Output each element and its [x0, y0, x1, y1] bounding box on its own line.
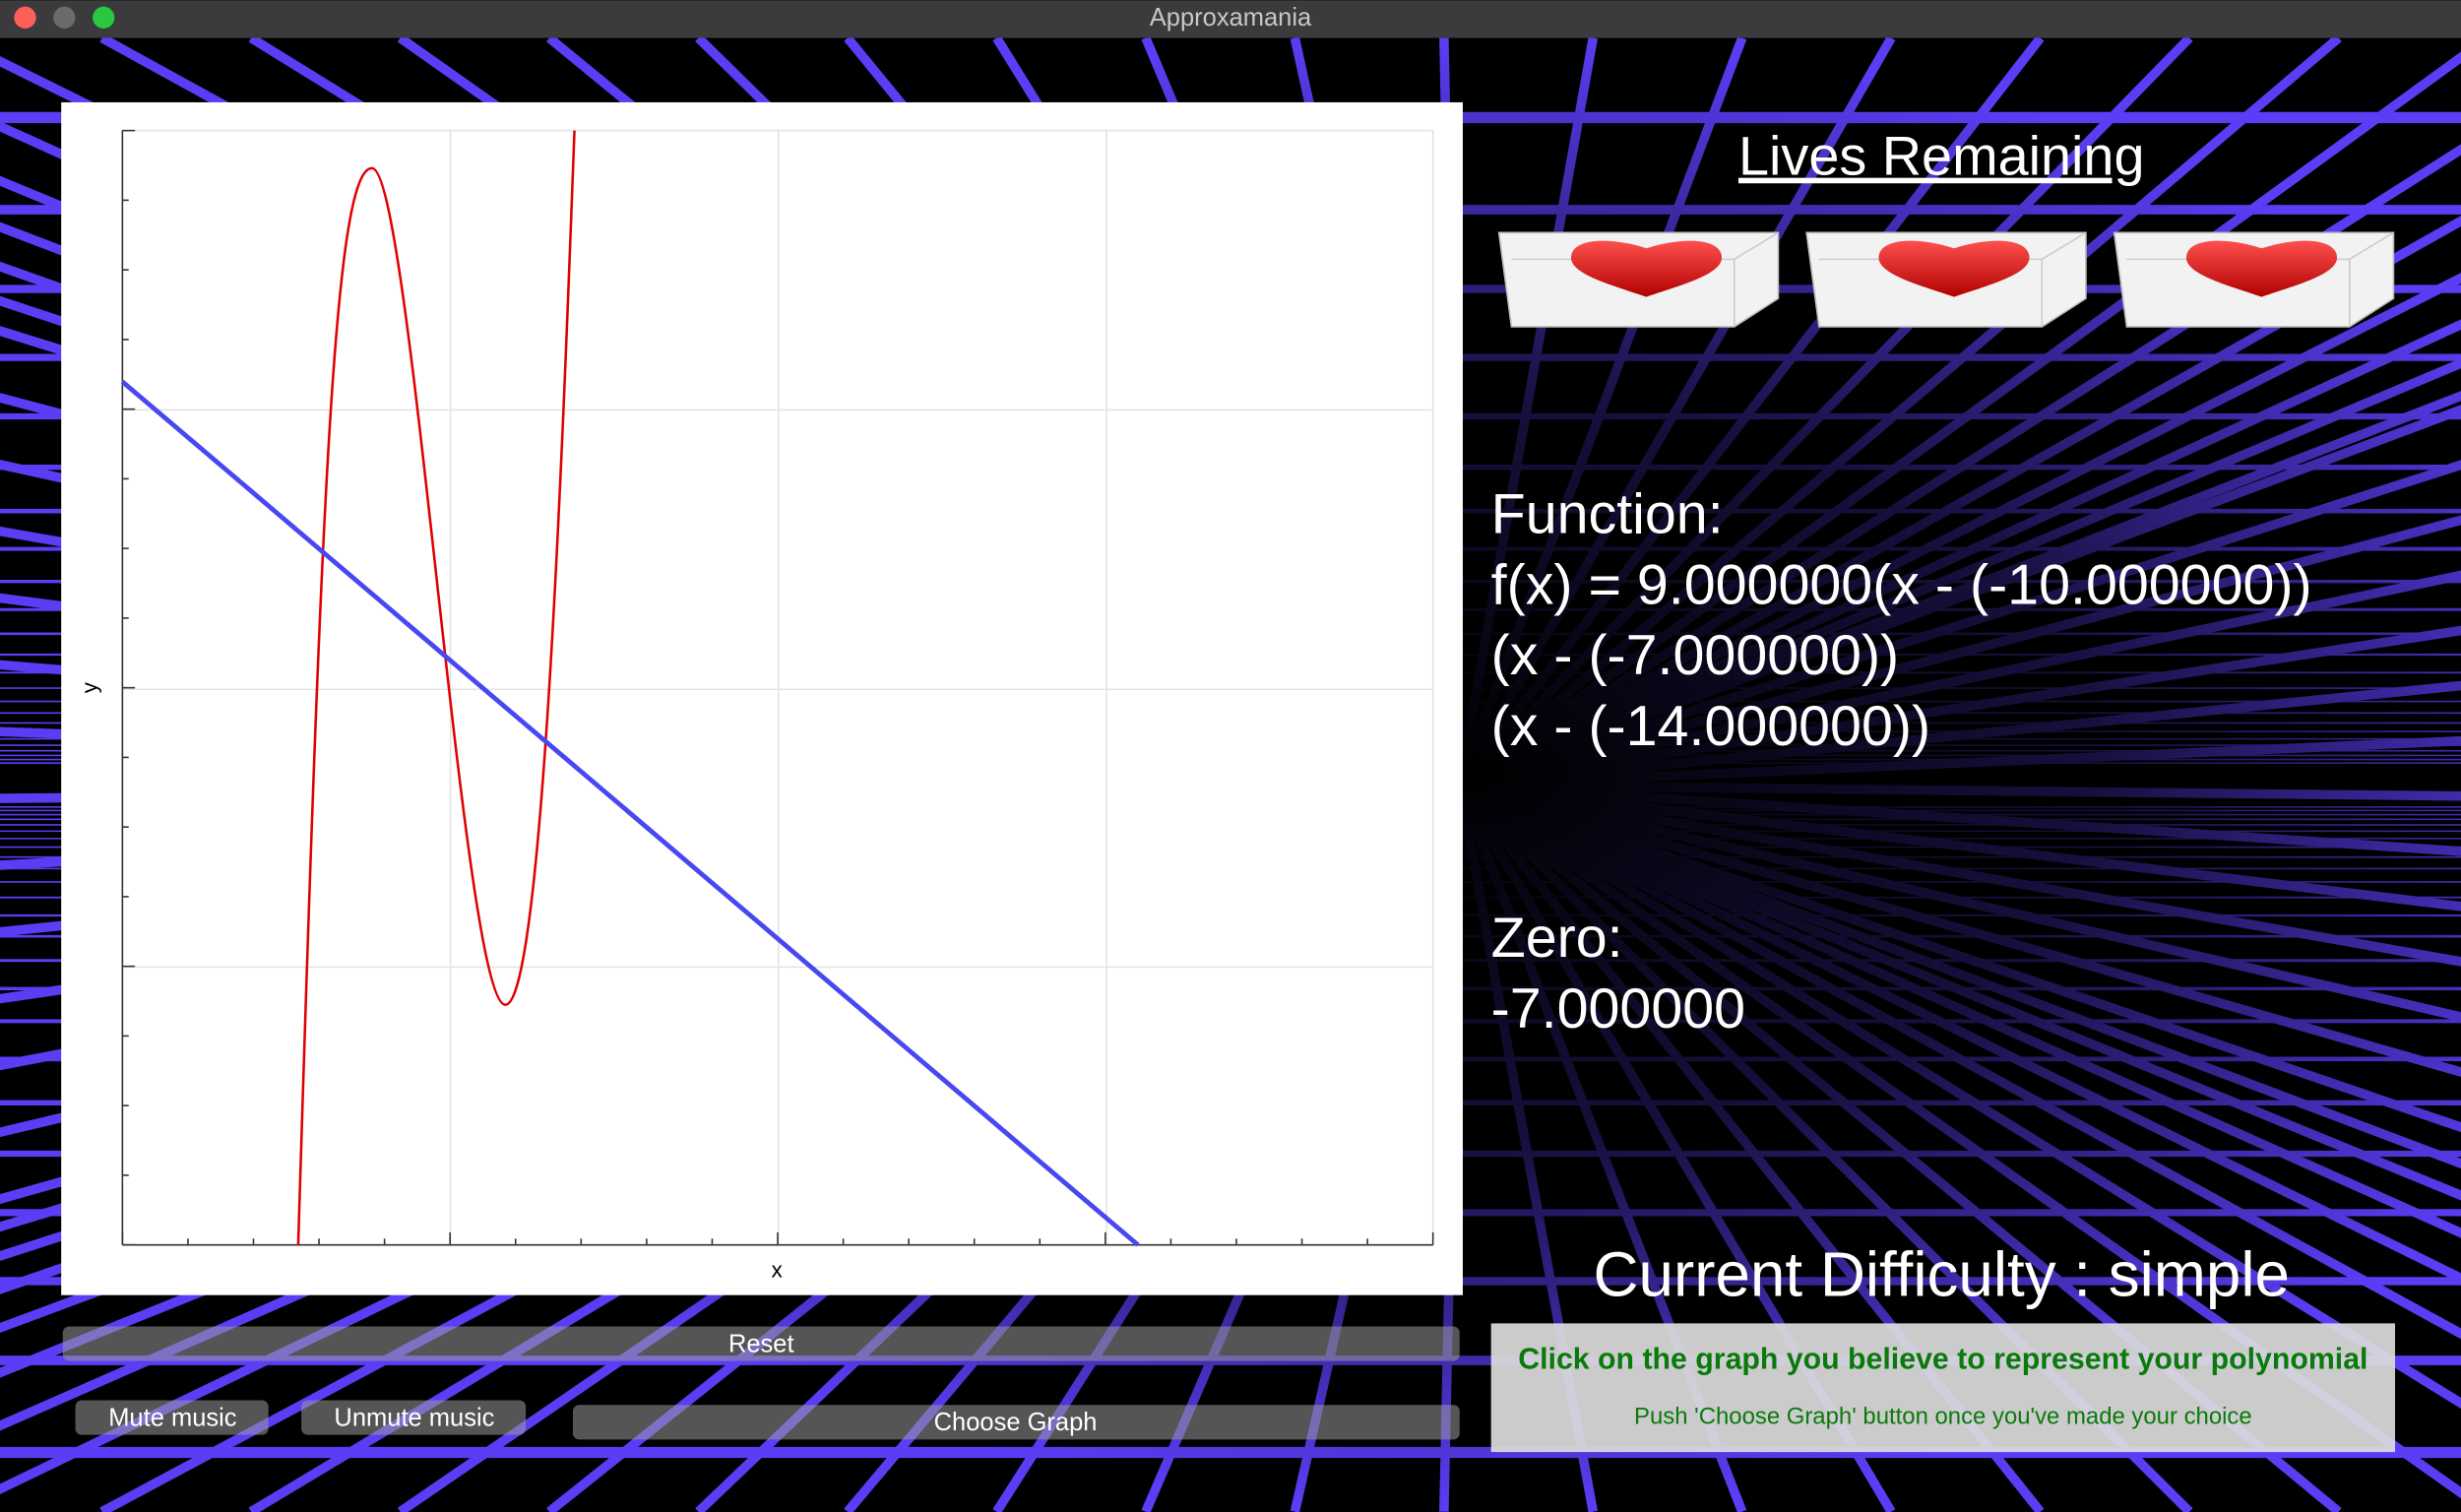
axis-ticks: [121, 129, 1434, 1246]
title-bar: [0, 0, 2461, 38]
heart: [2185, 240, 2338, 297]
button-label[interactable]: Unmute music: [334, 1404, 494, 1431]
function-line: f(x) = 9.000000(x - (-10.000000)): [1491, 553, 2312, 616]
mute-button[interactable]: Mute music: [75, 1400, 269, 1435]
candidate-line[interactable]: [120, 379, 1140, 1247]
button-background[interactable]: [301, 1400, 527, 1435]
difficulty: Current Difficulty : simple: [1593, 1239, 2290, 1310]
reset-button[interactable]: Reset: [62, 1326, 1460, 1361]
function-label: Function:: [1491, 483, 1724, 546]
button-label[interactable]: Reset: [728, 1330, 794, 1357]
choose-graph-button[interactable]: Choose Graph: [572, 1405, 1460, 1440]
graph-background: [61, 101, 1463, 1295]
unmute-button[interactable]: Unmute music: [301, 1400, 527, 1435]
zero-value: -7.000000: [1491, 977, 1745, 1040]
button-background[interactable]: [572, 1405, 1460, 1440]
graph-panel[interactable]: x y: [61, 101, 1463, 1295]
instruction-secondary: Push 'Choose Graph' button once you've m…: [1634, 1403, 2252, 1429]
instruction-primary: Click on the graph you believe to repres…: [1518, 1344, 2367, 1376]
life-icon: [1497, 231, 1780, 328]
lives-title: Lives Remaining: [1738, 125, 2144, 187]
zoom-button[interactable]: [93, 6, 115, 30]
close-button[interactable]: [14, 6, 36, 30]
button-label[interactable]: Choose Graph: [934, 1409, 1098, 1436]
graph-grid: [121, 129, 1434, 1246]
zero-label: Zero:: [1491, 907, 1623, 970]
heart: [1878, 240, 2030, 297]
life-icon: [1805, 231, 2087, 328]
window-title: Approxamania: [1150, 4, 1312, 32]
life-icon: [2113, 231, 2395, 328]
polynomial-curve[interactable]: [296, 130, 576, 1245]
function-line: (x - (-7.000000)): [1491, 624, 1900, 687]
y-axis-label: y: [77, 681, 101, 693]
button-background[interactable]: [62, 1326, 1460, 1361]
minimize-button[interactable]: [53, 6, 76, 30]
instruction-panel: [1490, 1323, 2396, 1453]
x-axis-label: x: [772, 1258, 783, 1283]
function-line: (x - (-14.000000)): [1491, 695, 1930, 758]
lives-hearts: [1497, 231, 2395, 328]
heart: [1570, 240, 1723, 297]
button-background[interactable]: [75, 1400, 269, 1435]
button-label[interactable]: Mute music: [108, 1404, 237, 1431]
